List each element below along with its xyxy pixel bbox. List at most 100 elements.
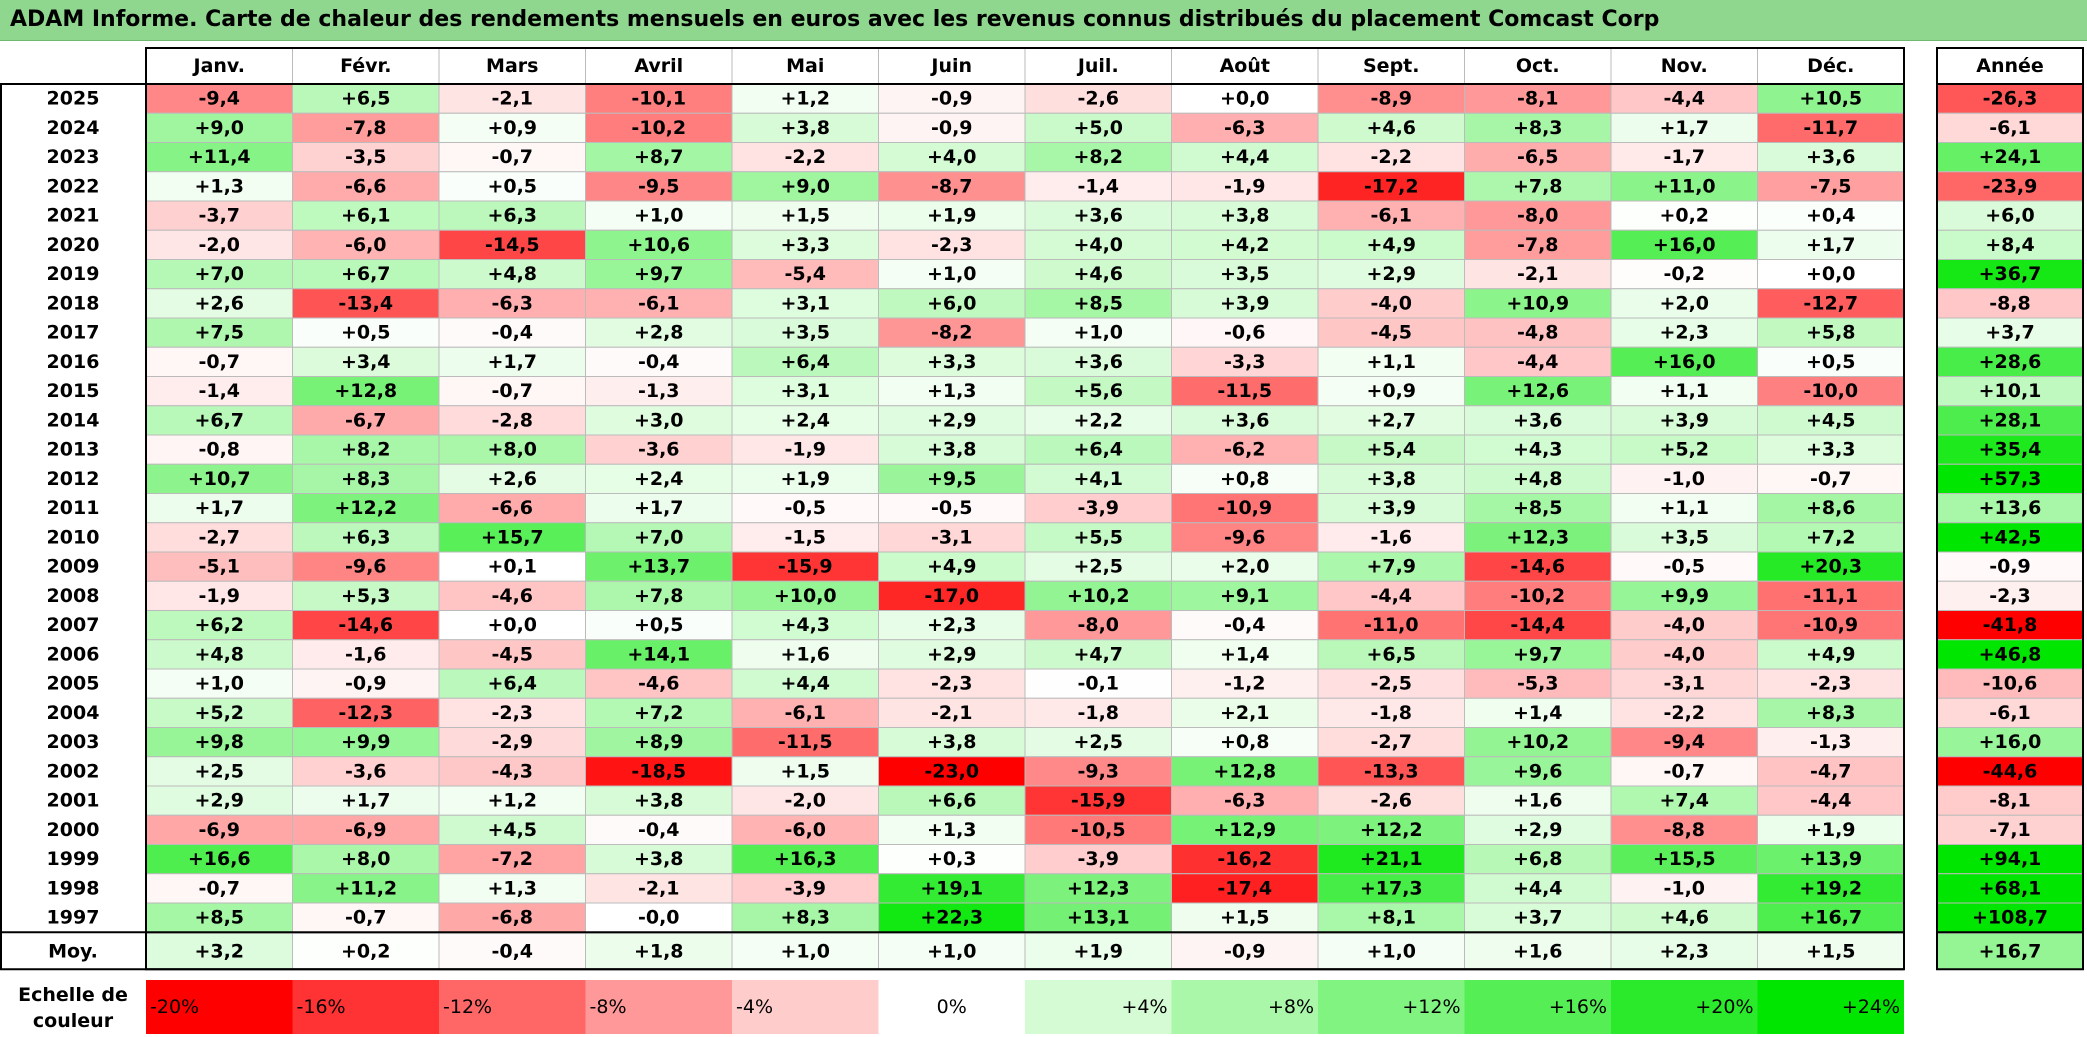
cell-value: +0,2 [1659,205,1709,227]
scale-tick-label: -4% [736,996,773,1018]
cell-value: -6,7 [345,409,387,431]
cell-value: +12,2 [1360,819,1423,841]
cell-value: +2,1 [1220,702,1270,724]
cell-value: -1,5 [784,526,826,548]
annual-value: +10,1 [1979,380,2042,402]
cell-value: -3,9 [1077,497,1119,519]
annual-cell [1936,346,2084,377]
cell-value: +9,5 [927,468,977,490]
year-label: 2020 [47,234,100,256]
heatmap-cell [1757,288,1905,319]
cell-value: -4,5 [491,643,533,665]
cell-value: +3,9 [1366,497,1416,519]
cell-value: +6,6 [927,790,977,812]
heatmap-cell [585,697,733,728]
heatmap-cell [1757,785,1905,816]
annual-cell [1936,229,2084,260]
cell-value: -6,8 [491,907,533,929]
cell-value: -14,6 [1510,556,1565,578]
cell-value: -9,4 [1663,731,1705,753]
heatmap-cell [1757,727,1905,758]
scale-label-line2: couleur [33,1010,114,1032]
cell-value: -0,0 [638,907,680,929]
scale-label-line1: Echelle de [18,984,128,1006]
cell-value: -6,1 [1370,205,1412,227]
year-header-cell [1936,47,2084,85]
heatmap-cell [1171,697,1319,728]
heatmap-cell [1171,434,1319,465]
heatmap-cell [1610,142,1758,173]
year-label: 2008 [47,585,100,607]
cell-value: +17,3 [1360,877,1423,899]
cell-value: -4,5 [1370,322,1412,344]
cell-value: -8,0 [1077,614,1119,636]
cell-value: -0,9 [931,88,973,110]
annual-value: -26,3 [1983,88,2038,110]
cell-value: +2,9 [927,643,977,665]
month-header: Juil. [1076,55,1119,77]
heatmap-cell [731,346,879,377]
month-header: Janv. [192,55,245,77]
cell-value: +1,7 [1659,117,1709,139]
heatmap-cell [438,580,586,611]
cell-value: +3,6 [1073,205,1123,227]
cell-value: +0,8 [1220,731,1270,753]
cell-value: +5,3 [341,585,391,607]
heatmap-cell [1024,522,1172,553]
heatmap-cell [438,668,586,699]
cell-value: -7,5 [1810,175,1852,197]
annual-cell [1936,814,2084,845]
heatmap-cell [1317,229,1465,260]
heatmap-cell [1464,463,1612,494]
cell-value: -8,2 [931,322,973,344]
cell-value: -4,6 [491,585,533,607]
cell-value: -12,3 [338,702,393,724]
scale-swatch [292,980,439,1034]
average-value: +1,0 [780,940,830,962]
heatmap-cell [1610,639,1758,670]
cell-value: -10,2 [1510,585,1565,607]
heatmap-cell [292,522,440,553]
cell-value: -0,7 [491,146,533,168]
cell-value: +5,6 [1073,380,1123,402]
cell-value: +0,0 [487,614,537,636]
cell-value: +0,4 [1806,205,1856,227]
heatmap-cell [438,259,586,290]
month-header: Mai [786,55,824,77]
cell-value: +0,5 [634,614,684,636]
cell-value: -13,4 [338,292,393,314]
cell-value: -6,6 [491,497,533,519]
annual-cell [1936,376,2084,407]
cell-value: -1,3 [1810,731,1852,753]
year-label: 2005 [47,673,100,695]
cell-value: -1,2 [1224,673,1266,695]
average-cell [878,932,1026,970]
cell-value: -17,2 [1364,175,1419,197]
cell-value: +2,3 [927,614,977,636]
cell-value: +3,1 [780,292,830,314]
scale-swatch [1611,980,1758,1034]
heatmap-cell [1757,873,1905,904]
cell-value: +1,0 [194,673,244,695]
heatmap-cell [1610,697,1758,728]
cell-value: +2,9 [1366,263,1416,285]
cell-value: -10,5 [1071,819,1126,841]
heatmap-cell [1757,463,1905,494]
cell-value: +4,6 [1659,907,1709,929]
cell-value: +3,4 [341,351,391,373]
cell-value: -3,6 [345,760,387,782]
cell-value: +6,3 [341,526,391,548]
heatmap-cell [1757,229,1905,260]
average-cell [1610,932,1758,970]
heatmap-cell [585,317,733,348]
scale-tick-label: +20% [1695,996,1753,1018]
heatmap-cell [1464,814,1612,845]
cell-value: -8,8 [1663,819,1705,841]
average-cell [585,932,733,970]
cell-value: +6,3 [487,205,537,227]
heatmap-cell [1171,727,1319,758]
cell-value: -11,5 [778,731,833,753]
cell-value: -13,3 [1364,760,1419,782]
cell-value: +4,0 [1073,234,1123,256]
heatmap-cell [585,171,733,202]
